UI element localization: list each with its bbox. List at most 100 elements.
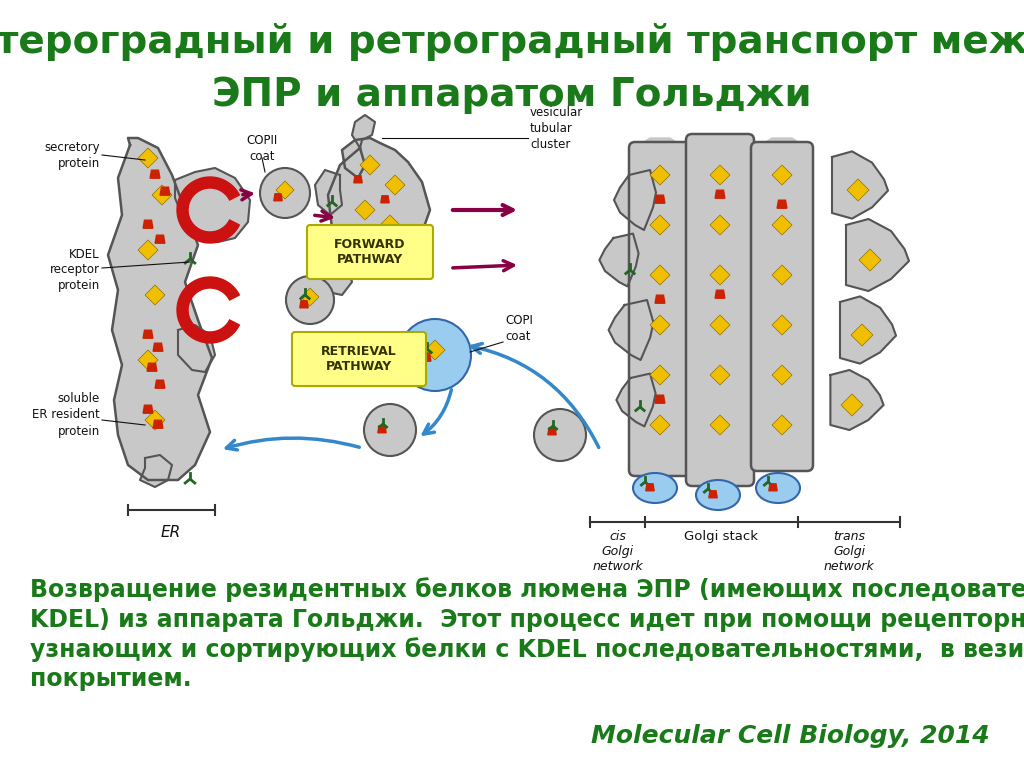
Text: Golgi stack: Golgi stack: [684, 530, 759, 543]
Polygon shape: [599, 234, 639, 286]
Polygon shape: [847, 179, 869, 201]
Polygon shape: [650, 315, 670, 335]
Text: soluble
ER resident
protein: soluble ER resident protein: [32, 393, 100, 437]
Polygon shape: [155, 380, 165, 388]
Polygon shape: [777, 200, 786, 208]
Polygon shape: [154, 343, 163, 351]
FancyBboxPatch shape: [307, 225, 433, 279]
Polygon shape: [715, 190, 725, 198]
Polygon shape: [846, 219, 909, 291]
Text: Антероградный и ретроградный транспорт между: Антероградный и ретроградный транспорт м…: [0, 23, 1024, 61]
Polygon shape: [831, 151, 888, 219]
FancyBboxPatch shape: [751, 142, 813, 471]
FancyBboxPatch shape: [686, 134, 754, 486]
Polygon shape: [608, 300, 653, 360]
Polygon shape: [145, 410, 165, 430]
Polygon shape: [710, 315, 730, 335]
Polygon shape: [614, 170, 656, 230]
Polygon shape: [710, 165, 730, 185]
Polygon shape: [830, 370, 884, 430]
Polygon shape: [177, 277, 240, 343]
Polygon shape: [175, 168, 250, 242]
Ellipse shape: [756, 473, 800, 503]
Polygon shape: [710, 415, 730, 435]
Polygon shape: [145, 285, 165, 305]
Text: RETRIEVAL
PATHWAY: RETRIEVAL PATHWAY: [322, 345, 397, 373]
Polygon shape: [695, 138, 745, 168]
Text: FORWARD
PATHWAY: FORWARD PATHWAY: [334, 238, 406, 266]
Polygon shape: [140, 455, 172, 487]
Polygon shape: [315, 170, 342, 215]
Polygon shape: [328, 138, 430, 270]
Polygon shape: [108, 138, 212, 480]
Polygon shape: [360, 155, 380, 175]
Polygon shape: [352, 115, 375, 148]
Polygon shape: [650, 215, 670, 235]
Polygon shape: [178, 325, 215, 372]
Polygon shape: [160, 187, 170, 195]
Polygon shape: [152, 185, 172, 205]
Polygon shape: [715, 290, 725, 298]
Polygon shape: [710, 215, 730, 235]
Polygon shape: [378, 426, 386, 433]
Polygon shape: [138, 350, 158, 370]
Polygon shape: [772, 165, 792, 185]
Text: Molecular Cell Biology, 2014: Molecular Cell Biology, 2014: [592, 724, 990, 748]
Text: secretory
protein: secretory protein: [44, 140, 100, 170]
Polygon shape: [425, 340, 445, 360]
Polygon shape: [710, 365, 730, 385]
Polygon shape: [859, 249, 881, 271]
Ellipse shape: [364, 404, 416, 456]
Polygon shape: [322, 255, 352, 295]
Polygon shape: [147, 364, 157, 371]
Polygon shape: [421, 353, 431, 361]
Polygon shape: [772, 415, 792, 435]
Text: COPI
coat: COPI coat: [505, 314, 532, 343]
Polygon shape: [655, 195, 665, 203]
Text: ER: ER: [161, 525, 181, 540]
Text: vesicular
tubular
cluster: vesicular tubular cluster: [530, 106, 584, 150]
Text: KDEL
receptor
protein: KDEL receptor protein: [50, 248, 100, 292]
Polygon shape: [710, 265, 730, 285]
Text: узнающих и сортирующих белки с KDEL последовательностями,  в везикулы с COPI: узнающих и сортирующих белки с KDEL посл…: [30, 637, 1024, 662]
Polygon shape: [380, 215, 400, 235]
Polygon shape: [143, 405, 153, 413]
Polygon shape: [769, 484, 777, 491]
Polygon shape: [365, 240, 385, 260]
Polygon shape: [709, 491, 717, 498]
Polygon shape: [655, 395, 665, 403]
Polygon shape: [646, 484, 654, 491]
Polygon shape: [138, 148, 158, 168]
Polygon shape: [300, 301, 308, 308]
Polygon shape: [772, 315, 792, 335]
Polygon shape: [772, 265, 792, 285]
Polygon shape: [655, 295, 665, 303]
Polygon shape: [143, 331, 153, 338]
Text: cis
Golgi
network: cis Golgi network: [592, 530, 643, 573]
Polygon shape: [650, 165, 670, 185]
Ellipse shape: [633, 473, 677, 503]
Polygon shape: [355, 231, 365, 238]
Polygon shape: [276, 181, 294, 199]
Text: trans
Golgi
network: trans Golgi network: [823, 530, 874, 573]
Text: COPII
coat: COPII coat: [247, 133, 278, 163]
Polygon shape: [772, 365, 792, 385]
Polygon shape: [385, 175, 406, 195]
Polygon shape: [273, 194, 283, 201]
Polygon shape: [138, 240, 158, 260]
Polygon shape: [635, 138, 685, 168]
Polygon shape: [616, 374, 655, 426]
Ellipse shape: [399, 319, 471, 391]
Polygon shape: [548, 428, 556, 435]
Polygon shape: [757, 138, 807, 168]
Polygon shape: [155, 235, 165, 243]
FancyBboxPatch shape: [292, 332, 426, 386]
Polygon shape: [851, 324, 873, 346]
Polygon shape: [650, 365, 670, 385]
Text: KDEL) из аппарата Гольджи.  Этот процесс идет при помощи рецепторных белков,: KDEL) из аппарата Гольджи. Этот процесс …: [30, 607, 1024, 632]
Polygon shape: [301, 288, 319, 306]
Polygon shape: [772, 215, 792, 235]
Polygon shape: [143, 220, 153, 229]
Polygon shape: [841, 394, 863, 416]
FancyBboxPatch shape: [629, 142, 691, 476]
